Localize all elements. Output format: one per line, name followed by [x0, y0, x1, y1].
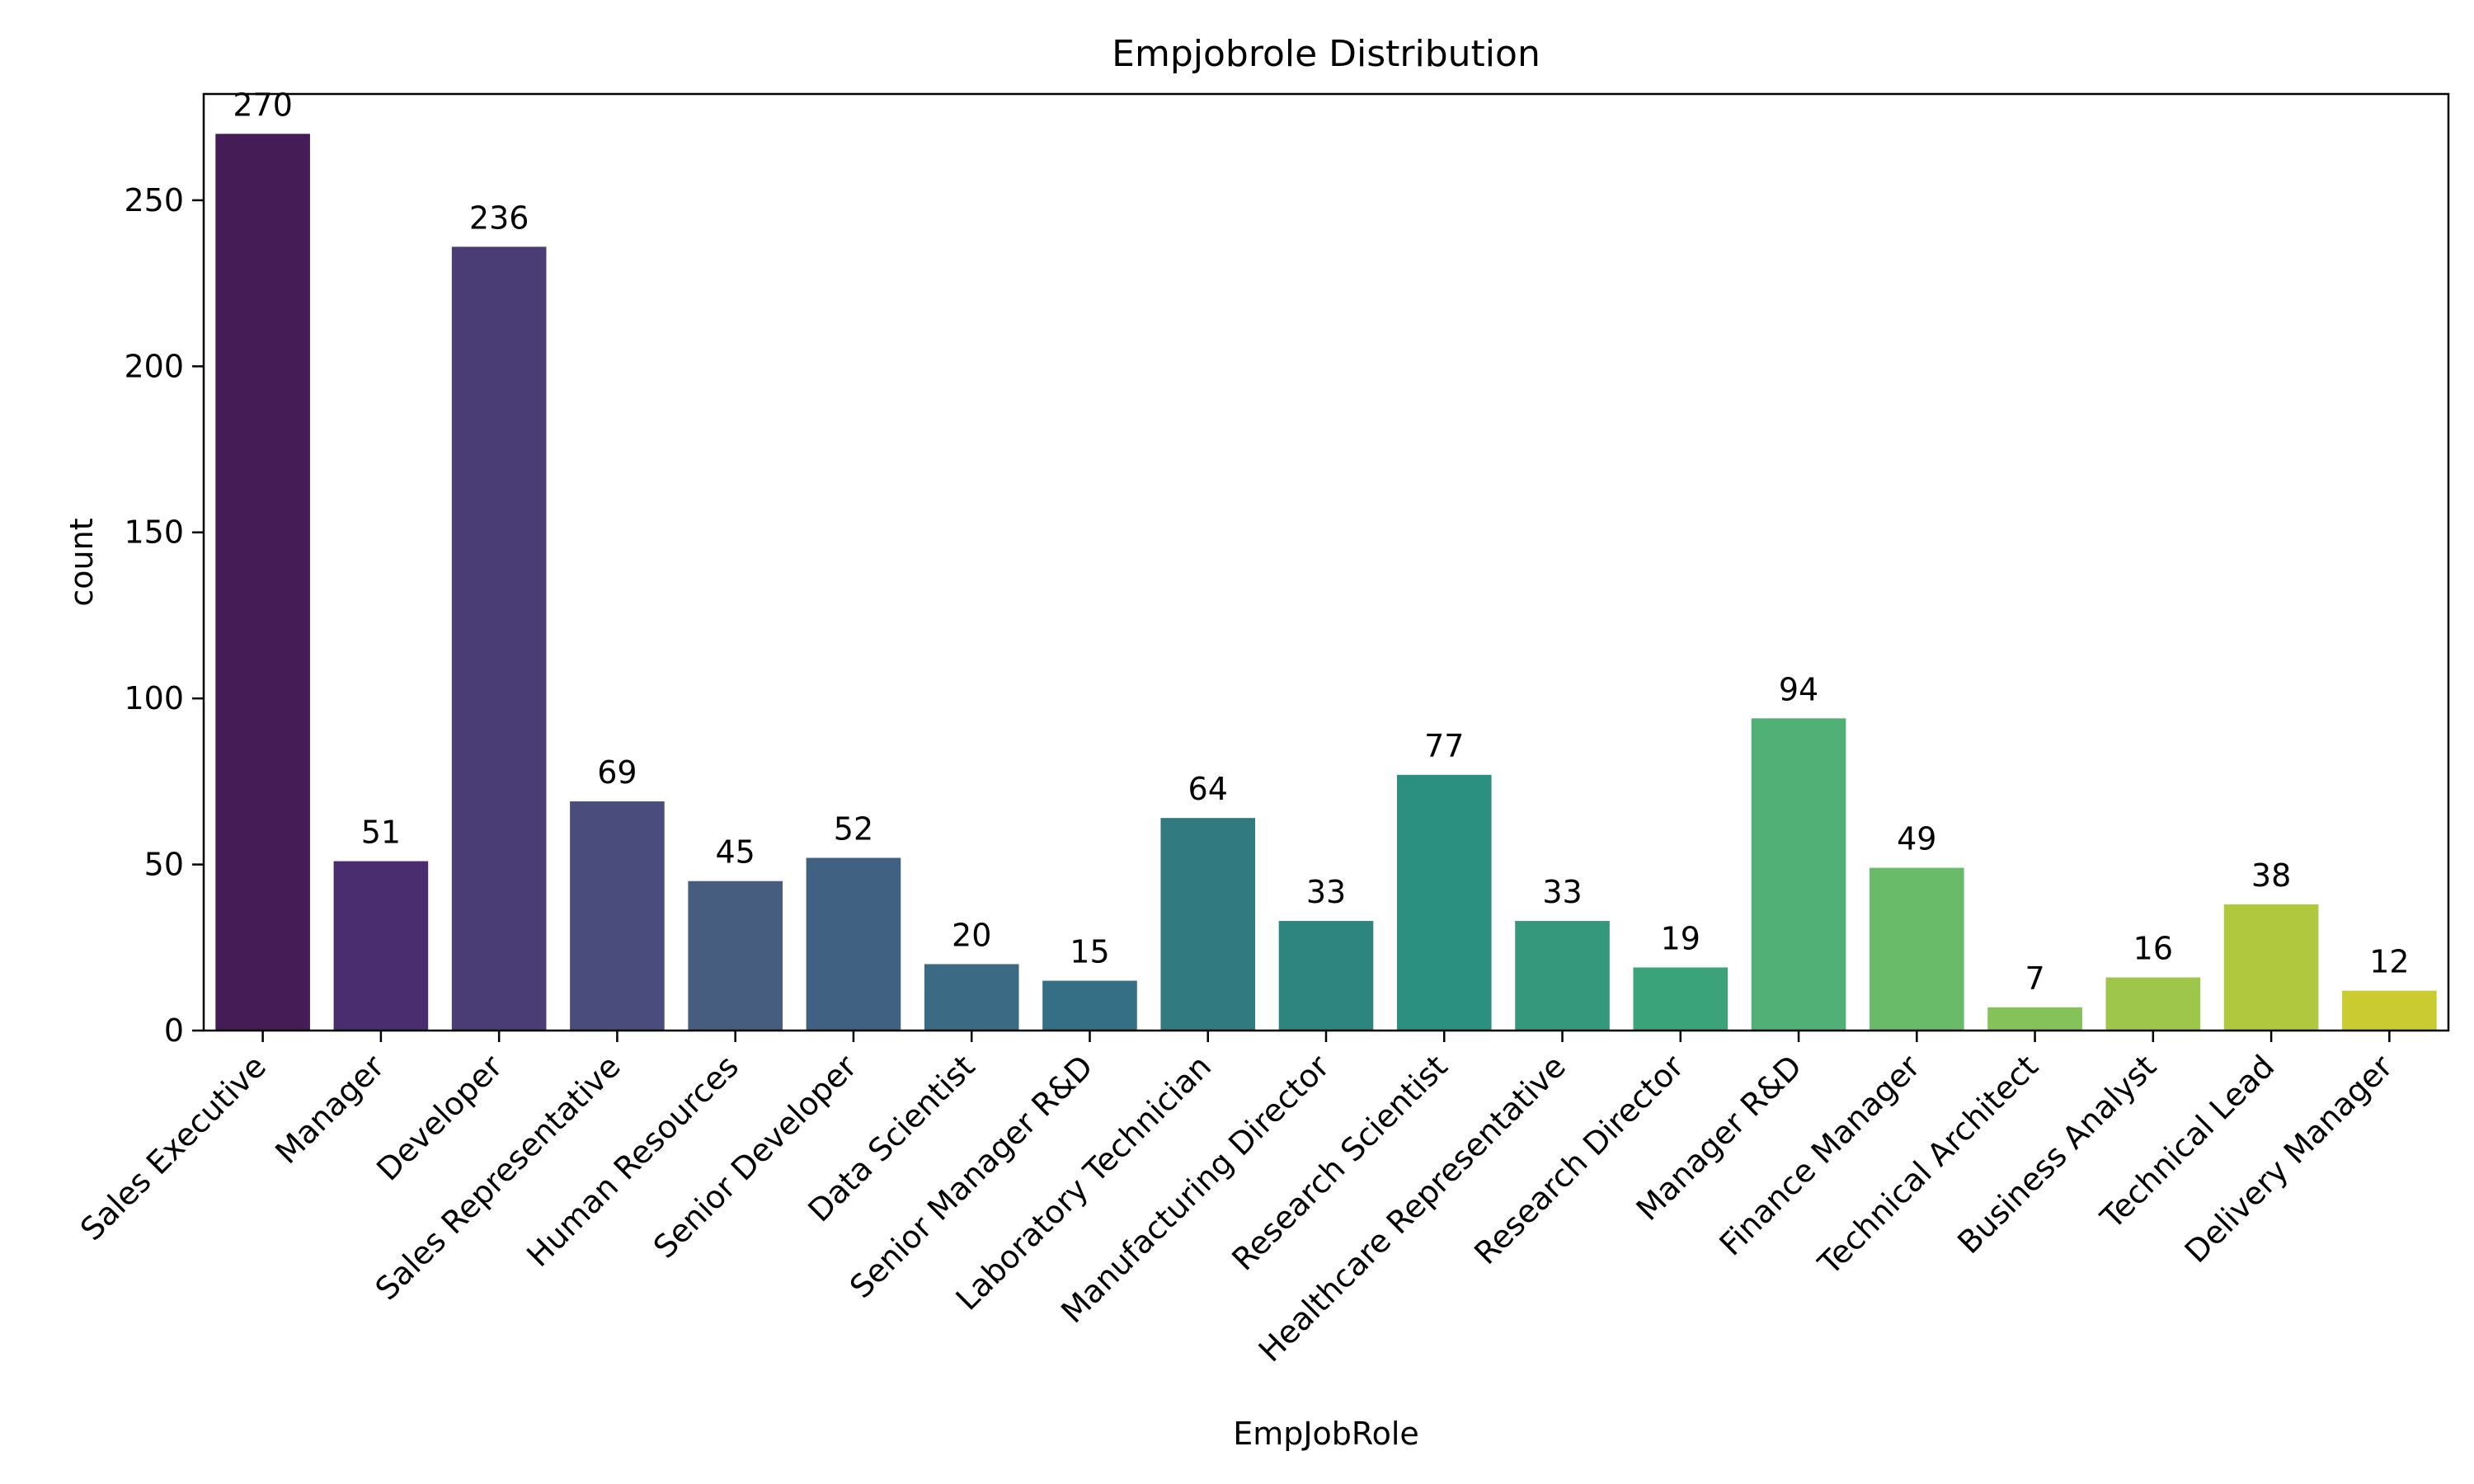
- bar-value-label: 15: [1070, 934, 1109, 970]
- bar: [333, 861, 429, 1031]
- y-tick-label: 200: [124, 348, 184, 384]
- y-tick-label: 50: [144, 847, 184, 883]
- chart-title: Empjobrole Distribution: [1112, 33, 1540, 75]
- bar-value-label: 33: [1306, 874, 1346, 910]
- bar-value-label: 38: [2251, 857, 2291, 894]
- bar-value-label: 33: [1542, 874, 1582, 910]
- x-tick-label: Delivery Manager: [2178, 1048, 2400, 1270]
- bar: [451, 247, 547, 1031]
- y-tick-label: 100: [124, 680, 184, 716]
- bar-value-label: 270: [233, 87, 293, 123]
- bar-value-label: 69: [597, 754, 637, 791]
- bar: [1987, 1007, 2082, 1031]
- x-tick-label: Senior Manager R&D: [843, 1048, 1100, 1305]
- x-tick-label: Research Director: [1467, 1048, 1691, 1271]
- bar-value-label: 49: [1897, 821, 1936, 857]
- bar: [924, 964, 1019, 1031]
- x-tick-label: Senior Developer: [647, 1048, 864, 1266]
- bar-value-label: 12: [2369, 944, 2409, 980]
- y-tick-label: 250: [124, 182, 184, 218]
- bar: [2223, 904, 2319, 1031]
- plot-frame: [202, 92, 2450, 1032]
- x-tick-label: Finance Manager: [1712, 1048, 1926, 1262]
- bar-value-label: 16: [2133, 931, 2173, 967]
- bar-value-label: 52: [834, 811, 873, 848]
- x-tick-label: Technical Architect: [1811, 1048, 2045, 1282]
- bar-value-label: 45: [716, 834, 755, 871]
- bar: [570, 801, 665, 1031]
- x-tick-label: Sales Executive: [73, 1048, 273, 1247]
- y-axis-label: count: [63, 518, 100, 606]
- bar: [1042, 980, 1137, 1031]
- bar: [1515, 921, 1610, 1031]
- y-tick-label: 0: [164, 1012, 184, 1049]
- bar-value-label: 94: [1779, 671, 1818, 707]
- y-axis: 0 50 100 150 200 250: [124, 182, 204, 1049]
- x-tick-label: Manager: [268, 1048, 391, 1171]
- bar-value-label: 19: [1661, 920, 1700, 956]
- x-tick-label: Sales Representative: [369, 1048, 628, 1307]
- x-tick-label: Research Scientist: [1225, 1048, 1454, 1277]
- bar-value-label: 77: [1424, 728, 1464, 764]
- bar: [1751, 718, 1846, 1031]
- bar: [1870, 867, 1964, 1031]
- bar: [1396, 774, 1492, 1031]
- x-tick-label: Business Analyst: [1950, 1048, 2163, 1261]
- bar: [688, 881, 783, 1031]
- bars-group: [215, 134, 2437, 1031]
- bar: [2342, 990, 2437, 1031]
- bar: [215, 134, 310, 1031]
- bar: [1633, 967, 1729, 1031]
- bar-value-label: 64: [1188, 771, 1228, 807]
- bar: [1278, 921, 1374, 1031]
- bar-labels-group: 270 51 236 69 45 52 20 15 64 33 77 33 19 94 49 7 16 38 12: [233, 87, 2409, 996]
- bar-value-label: 20: [952, 917, 991, 953]
- bar: [806, 857, 901, 1031]
- bar-value-label: 7: [2025, 960, 2044, 997]
- x-tick-label: Human Resources: [520, 1048, 745, 1274]
- y-tick-label: 150: [124, 514, 184, 551]
- bar-value-label: 236: [469, 200, 529, 236]
- bar: [1160, 818, 1256, 1031]
- bar-value-label: 51: [361, 815, 401, 851]
- x-axis-label: EmpJobRole: [1233, 1416, 1419, 1452]
- bar: [2105, 977, 2201, 1031]
